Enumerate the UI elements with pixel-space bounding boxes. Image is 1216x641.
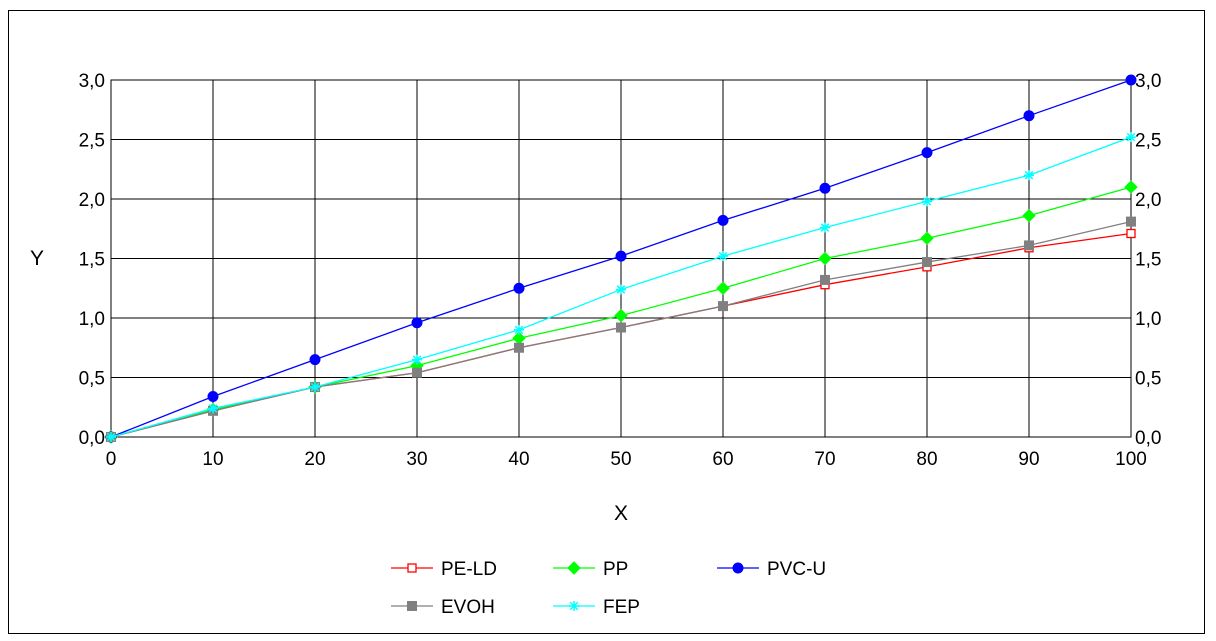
legend-item-fep: FEP [553,597,640,618]
plot-border [110,79,1132,438]
data-point-fep [208,403,218,414]
data-point-fep [514,324,524,335]
y-axis-title: Y [30,247,44,270]
data-point-pvc-u [411,317,423,329]
tick-labels: 0,0 0,0 0,5 0,5 1,0 1,0 1,5 1,5 2,0 2,0 2,5 2,5 3,0 3… [79,71,1162,470]
y-tick-label-right: 0,0 [1135,428,1161,449]
x-tick-label: 100 [1115,449,1147,470]
data-point-evoh [412,367,422,378]
y-tick-label-right: 2,5 [1135,131,1161,152]
y-tick-label-right: 0,5 [1135,369,1161,390]
data-point-pp [716,281,730,295]
x-tick-label: 0 [106,449,117,470]
data-point-pe-ld [1126,228,1136,239]
data-point-pvc-u [921,147,933,159]
y-tick-label-right: 2,0 [1135,190,1161,211]
y-tick-label-left: 0,0 [79,428,105,449]
y-tick-label-right: 1,5 [1135,250,1161,271]
data-point-pvc-u [207,391,219,403]
x-tick-label: 30 [406,449,427,470]
data-point-evoh [718,301,728,312]
legend-marker-evoh [407,601,417,611]
data-point-pvc-u [1023,110,1035,122]
series-fep [106,132,1136,442]
data-point-fep [412,354,422,365]
legend-label-pe-ld: PE-LD [441,559,497,580]
data-point-pvc-u [615,250,627,262]
legend-label-pvc-u: PVC-U [767,559,826,580]
data-point-pvc-u [1125,74,1137,86]
data-point-pp [920,231,934,245]
data-point-evoh [514,342,524,353]
legend-item-pe-ld: PE-LD [391,559,497,580]
data-point-evoh [616,322,626,333]
data-point-evoh [1024,240,1034,251]
data-point-fep [310,382,320,393]
x-tick-label: 10 [202,449,223,470]
legend-item-pp: PP [553,559,628,580]
y-tick-label-left: 0,5 [79,369,105,390]
legend: PE-LD PP PVC-U EVOH FEP [391,559,826,618]
x-tick-label: 70 [814,449,835,470]
data-point-pvc-u [717,214,729,226]
y-tick-label-right: 1,0 [1135,309,1161,330]
legend-item-pvc-u: PVC-U [717,559,826,580]
y-tick-label-left: 3,0 [79,71,105,92]
legend-label-evoh: EVOH [441,597,495,618]
data-point-fep [1126,132,1136,143]
legend-marker-pvc-u [732,562,744,574]
x-tick-label: 90 [1018,449,1039,470]
x-tick-label: 60 [712,449,733,470]
x-tick-label: 50 [610,449,631,470]
legend-label-pp: PP [603,559,628,580]
y-tick-label-left: 2,0 [79,190,105,211]
y-tick-label-left: 1,5 [79,250,105,271]
line-chart: 0,0 0,0 0,5 0,5 1,0 1,0 1,5 1,5 2,0 2,0 2,5 2,5 3,0 3… [30,71,1162,618]
x-tick-label: 80 [916,449,937,470]
data-point-evoh [1126,216,1136,227]
legend-marker-pe-ld [407,563,417,573]
data-point-pp [818,251,832,266]
data-point-pp [614,308,628,323]
y-tick-label-left: 1,0 [79,309,105,330]
x-axis-title: X [614,502,628,525]
data-point-fep [820,222,830,233]
legend-marker-pp [567,561,581,575]
data-point-evoh [820,274,830,285]
data-point-fep [616,284,626,295]
data-point-pp [1022,208,1036,223]
data-point-fep [718,251,728,262]
legend-label-fep: FEP [603,597,640,618]
legend-item-evoh: EVOH [391,597,495,618]
y-tick-label-right: 3,0 [1135,71,1161,92]
data-point-fep [106,432,116,442]
series-layer [104,74,1138,444]
data-point-pp [1124,180,1138,194]
data-point-fep [922,196,932,207]
x-tick-label: 20 [304,449,325,470]
data-point-pvc-u [513,282,525,294]
chart-frame: 0,0 0,0 0,5 0,5 1,0 1,0 1,5 1,5 2,0 2,0 2,5 2,5 3,0 3… [8,10,1205,634]
data-point-pvc-u [819,182,831,194]
legend-marker-fep [569,601,579,611]
x-tick-label: 40 [508,449,529,470]
data-point-fep [1024,170,1034,181]
y-tick-label-left: 2,5 [79,131,105,152]
data-point-evoh [922,257,932,268]
data-point-pvc-u [309,354,321,366]
